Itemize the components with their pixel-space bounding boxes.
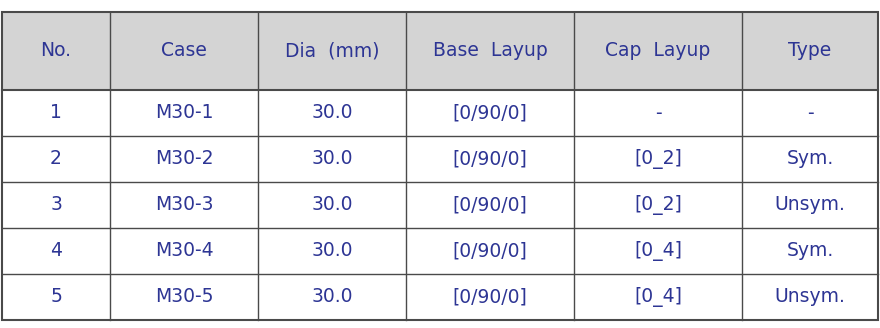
Text: M30-4: M30-4 bbox=[155, 241, 213, 260]
Bar bbox=[406, 90, 574, 136]
Text: M30-3: M30-3 bbox=[155, 195, 213, 215]
Text: [0/90/0]: [0/90/0] bbox=[452, 150, 527, 169]
Bar bbox=[406, 228, 574, 274]
Bar bbox=[2, 136, 110, 182]
Text: [0_4]: [0_4] bbox=[634, 287, 682, 307]
Text: 30.0: 30.0 bbox=[312, 150, 353, 169]
Bar bbox=[574, 228, 742, 274]
Text: Cap  Layup: Cap Layup bbox=[605, 42, 711, 60]
Text: -: - bbox=[655, 104, 661, 122]
Text: 2: 2 bbox=[50, 150, 62, 169]
Bar bbox=[2, 182, 110, 228]
Bar bbox=[742, 136, 878, 182]
Bar bbox=[2, 274, 110, 320]
Text: M30-2: M30-2 bbox=[155, 150, 213, 169]
Text: [0_2]: [0_2] bbox=[634, 149, 682, 169]
Bar bbox=[406, 274, 574, 320]
Bar bbox=[2, 228, 110, 274]
Text: M30-5: M30-5 bbox=[155, 288, 213, 306]
Text: 1: 1 bbox=[50, 104, 62, 122]
Bar bbox=[2, 12, 110, 90]
Bar bbox=[742, 182, 878, 228]
Bar bbox=[574, 136, 742, 182]
Text: Case: Case bbox=[161, 42, 207, 60]
Bar bbox=[742, 90, 878, 136]
Text: 5: 5 bbox=[50, 288, 62, 306]
Bar bbox=[406, 136, 574, 182]
Text: Sym.: Sym. bbox=[787, 150, 833, 169]
Bar bbox=[574, 12, 742, 90]
Text: -: - bbox=[807, 104, 813, 122]
Text: 30.0: 30.0 bbox=[312, 288, 353, 306]
Bar bbox=[574, 182, 742, 228]
Text: Dia  (mm): Dia (mm) bbox=[285, 42, 379, 60]
Bar bbox=[258, 136, 406, 182]
Text: [0_4]: [0_4] bbox=[634, 241, 682, 261]
Bar bbox=[258, 182, 406, 228]
Text: 30.0: 30.0 bbox=[312, 195, 353, 215]
Text: Unsym.: Unsym. bbox=[774, 195, 846, 215]
Text: [0/90/0]: [0/90/0] bbox=[452, 288, 527, 306]
Bar bbox=[110, 182, 258, 228]
Text: Sym.: Sym. bbox=[787, 241, 833, 260]
Bar bbox=[574, 90, 742, 136]
Bar bbox=[110, 228, 258, 274]
Text: Unsym.: Unsym. bbox=[774, 288, 846, 306]
Bar bbox=[742, 228, 878, 274]
Bar bbox=[742, 274, 878, 320]
Text: [0/90/0]: [0/90/0] bbox=[452, 195, 527, 215]
Text: 30.0: 30.0 bbox=[312, 104, 353, 122]
Text: [0/90/0]: [0/90/0] bbox=[452, 104, 527, 122]
Bar bbox=[258, 12, 406, 90]
Bar bbox=[110, 274, 258, 320]
Bar bbox=[110, 136, 258, 182]
Bar bbox=[258, 228, 406, 274]
Bar bbox=[258, 274, 406, 320]
Bar bbox=[2, 90, 110, 136]
Text: M30-1: M30-1 bbox=[155, 104, 213, 122]
Text: 4: 4 bbox=[50, 241, 62, 260]
Bar bbox=[258, 90, 406, 136]
Text: 30.0: 30.0 bbox=[312, 241, 353, 260]
Text: [0_2]: [0_2] bbox=[634, 195, 682, 215]
Text: Type: Type bbox=[788, 42, 832, 60]
Bar bbox=[742, 12, 878, 90]
Text: No.: No. bbox=[40, 42, 71, 60]
Text: Base  Layup: Base Layup bbox=[433, 42, 547, 60]
Bar bbox=[110, 90, 258, 136]
Bar bbox=[110, 12, 258, 90]
Bar bbox=[574, 274, 742, 320]
Text: [0/90/0]: [0/90/0] bbox=[452, 241, 527, 260]
Bar bbox=[406, 182, 574, 228]
Text: 3: 3 bbox=[50, 195, 62, 215]
Bar bbox=[406, 12, 574, 90]
